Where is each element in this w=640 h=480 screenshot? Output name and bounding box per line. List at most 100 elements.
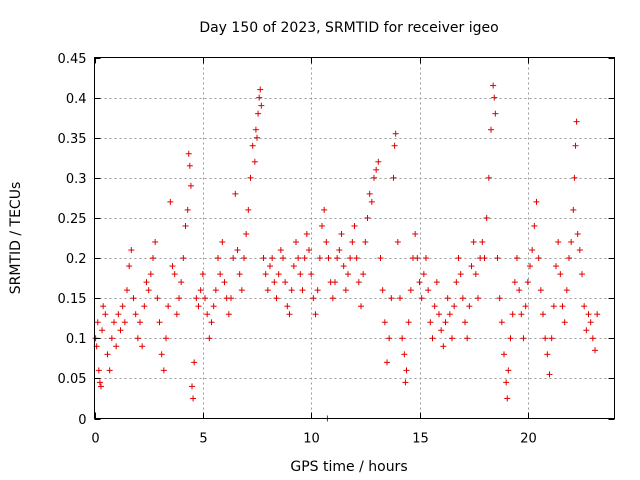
- data-point: [559, 303, 566, 310]
- data-point: [254, 134, 260, 141]
- data-point: [431, 303, 438, 310]
- data-point: [377, 255, 384, 262]
- y-tick-label: 0.1: [66, 332, 87, 347]
- data-point: [234, 247, 241, 254]
- data-point: [219, 239, 226, 246]
- data-point: [405, 319, 412, 326]
- data-point: [563, 287, 570, 294]
- data-point: [540, 311, 546, 318]
- data-point: [504, 395, 511, 402]
- data-point: [169, 263, 176, 270]
- data-point: [470, 239, 477, 246]
- data-point: [241, 255, 247, 262]
- x-tick-label: 20: [520, 432, 537, 447]
- data-point: [238, 287, 245, 294]
- data-point: [102, 311, 109, 318]
- data-point: [594, 311, 601, 318]
- data-point: [481, 255, 488, 262]
- x-axis-label: GPS time / hours: [290, 459, 407, 475]
- data-point: [394, 239, 401, 246]
- data-point: [548, 335, 555, 342]
- data-point: [147, 271, 154, 278]
- data-point: [332, 279, 338, 286]
- data-point: [225, 311, 232, 318]
- data-point: [518, 311, 525, 318]
- data-point: [472, 271, 479, 278]
- data-point: [342, 287, 349, 294]
- data-point: [96, 379, 103, 386]
- data-point: [193, 295, 200, 302]
- data-point: [190, 395, 197, 402]
- data-point: [249, 142, 256, 149]
- data-point: [165, 303, 172, 310]
- data-point: [423, 255, 429, 262]
- data-point: [128, 247, 135, 254]
- y-tick-label: 0.2: [66, 252, 87, 267]
- data-point: [399, 335, 406, 342]
- data-point: [150, 255, 156, 262]
- data-point: [228, 295, 234, 302]
- data-point: [353, 255, 360, 262]
- data-point: [347, 255, 354, 262]
- data-point: [537, 287, 544, 294]
- data-point: [351, 222, 358, 229]
- data-point: [366, 190, 373, 197]
- data-point: [360, 271, 367, 278]
- data-point: [156, 319, 163, 326]
- data-point: [187, 182, 194, 189]
- data-point: [180, 255, 187, 262]
- data-point: [555, 239, 562, 246]
- data-point: [204, 311, 211, 318]
- data-point: [571, 174, 578, 181]
- data-point: [498, 319, 505, 326]
- data-point: [491, 94, 498, 101]
- data-point: [257, 86, 264, 93]
- data-point: [368, 198, 375, 205]
- data-point: [457, 271, 464, 278]
- data-points: [92, 82, 601, 422]
- data-point: [197, 287, 204, 294]
- axes: 0 0.05 0.1 0.15 0.2 0.25 0.3 0.35 0.4 0.45 0 5 10 15 2…: [58, 52, 615, 447]
- data-point: [557, 271, 564, 278]
- data-point: [379, 287, 386, 294]
- data-point: [206, 335, 213, 342]
- data-point: [94, 319, 101, 326]
- data-point: [98, 383, 104, 390]
- data-point: [134, 335, 141, 342]
- data-point: [256, 94, 263, 101]
- data-point: [113, 343, 120, 350]
- data-point: [323, 239, 330, 246]
- gridlines: [94, 57, 615, 419]
- data-point: [414, 255, 421, 262]
- data-point: [160, 367, 167, 374]
- data-point: [531, 222, 538, 229]
- data-point: [550, 303, 557, 310]
- data-point: [284, 303, 291, 310]
- data-point: [381, 319, 388, 326]
- data-point: [126, 263, 133, 270]
- data-point: [173, 311, 180, 318]
- data-point: [572, 142, 579, 149]
- data-point: [390, 174, 397, 181]
- data-point: [412, 230, 419, 237]
- data-point: [182, 222, 189, 229]
- data-point: [132, 311, 139, 318]
- data-point: [522, 303, 529, 310]
- data-point: [464, 335, 471, 342]
- data-point: [459, 295, 466, 302]
- y-tick-label: 0.05: [58, 372, 87, 387]
- data-point: [340, 263, 347, 270]
- data-point: [171, 271, 178, 278]
- data-point: [440, 343, 447, 350]
- data-point: [524, 279, 531, 286]
- data-point: [277, 247, 284, 254]
- data-point: [581, 303, 588, 310]
- data-point: [334, 255, 341, 262]
- data-point: [442, 319, 449, 326]
- data-point: [511, 279, 518, 286]
- data-point: [262, 271, 269, 278]
- y-axis-label: SRMTID / TECUs: [8, 182, 24, 295]
- data-point: [418, 295, 425, 302]
- data-point: [271, 279, 278, 286]
